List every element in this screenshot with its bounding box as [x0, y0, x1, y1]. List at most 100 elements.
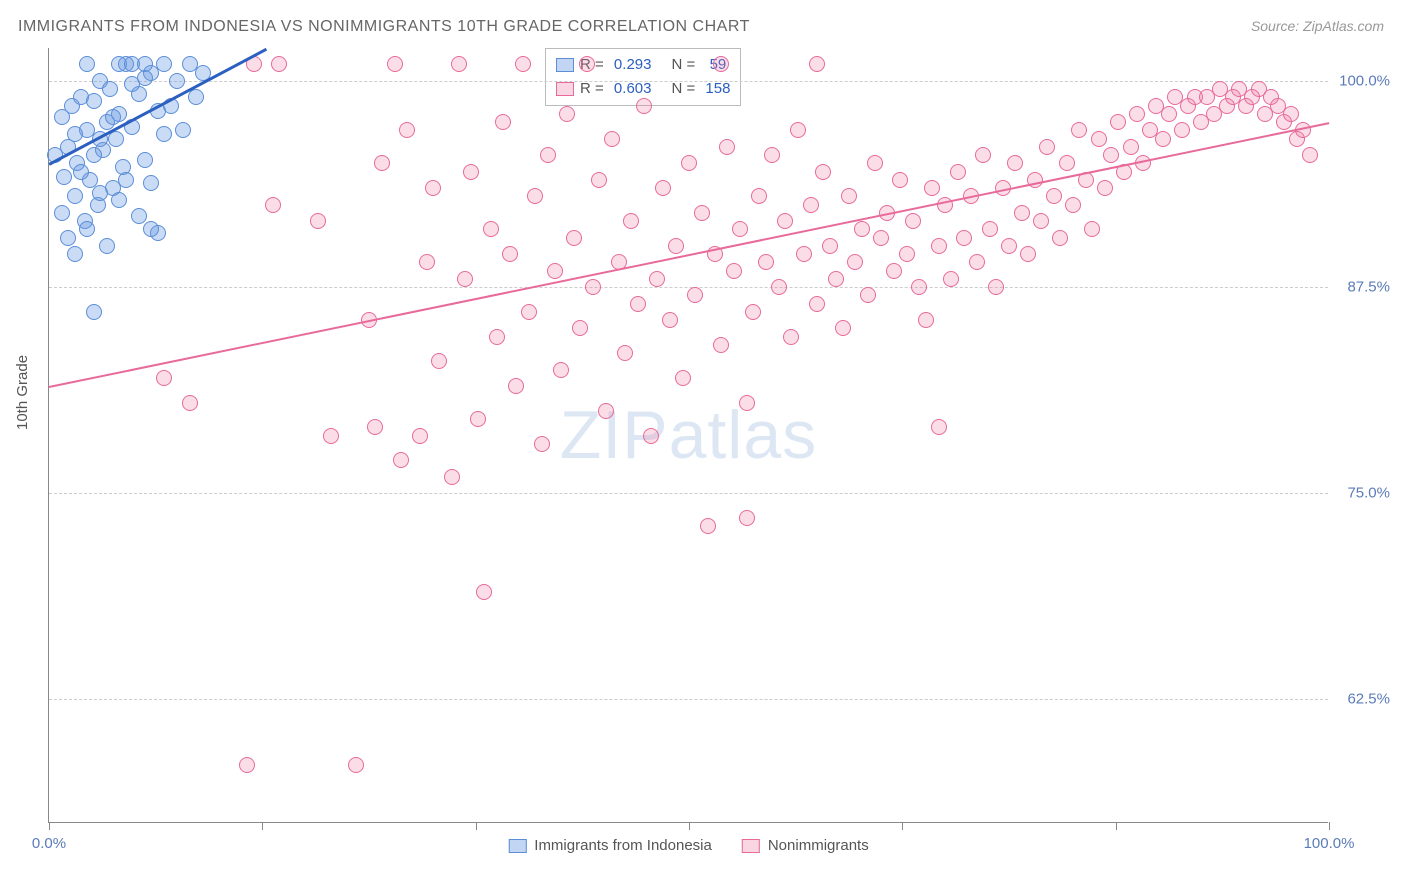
data-point — [822, 238, 838, 254]
data-point — [1174, 122, 1190, 138]
data-point — [988, 279, 1004, 295]
data-point — [425, 180, 441, 196]
gridline — [49, 699, 1328, 700]
data-point — [649, 271, 665, 287]
data-point — [1007, 155, 1023, 171]
r-value-blue: 0.293 — [610, 53, 652, 77]
y-axis-label: 10th Grade — [14, 355, 31, 430]
data-point — [982, 221, 998, 237]
chart-title: IMMIGRANTS FROM INDONESIA VS NONIMMIGRAN… — [18, 18, 750, 36]
data-point — [719, 139, 735, 155]
data-point — [809, 296, 825, 312]
data-point — [662, 312, 678, 328]
data-point — [841, 188, 857, 204]
y-tick-label: 75.0% — [1335, 485, 1390, 502]
data-point — [169, 73, 185, 89]
data-point — [803, 197, 819, 213]
data-point — [956, 230, 972, 246]
data-point — [783, 329, 799, 345]
x-tick-label: 0.0% — [32, 835, 66, 852]
data-point — [393, 452, 409, 468]
data-point — [156, 56, 172, 72]
data-point — [758, 254, 774, 270]
data-point — [265, 197, 281, 213]
data-point — [604, 131, 620, 147]
data-point — [118, 172, 134, 188]
x-tick — [262, 822, 263, 830]
data-point — [489, 329, 505, 345]
data-point — [911, 279, 927, 295]
source-label: Source: ZipAtlas.com — [1251, 18, 1384, 34]
data-point — [566, 230, 582, 246]
data-point — [239, 757, 255, 773]
data-point — [713, 56, 729, 72]
data-point — [67, 188, 83, 204]
x-tick — [49, 822, 50, 830]
swatch-blue-icon — [508, 839, 526, 853]
data-point — [444, 469, 460, 485]
data-point — [559, 106, 575, 122]
data-point — [796, 246, 812, 262]
data-point — [1302, 147, 1318, 163]
data-point — [1033, 213, 1049, 229]
data-point — [918, 312, 934, 328]
data-point — [156, 126, 172, 142]
data-point — [521, 304, 537, 320]
gridline — [49, 493, 1328, 494]
data-point — [931, 238, 947, 254]
data-point — [1091, 131, 1107, 147]
data-point — [585, 279, 601, 295]
swatch-pink-icon — [742, 839, 760, 853]
data-point — [1059, 155, 1075, 171]
data-point — [598, 403, 614, 419]
data-point — [102, 81, 118, 97]
data-point — [137, 152, 153, 168]
data-point — [348, 757, 364, 773]
data-point — [713, 337, 729, 353]
data-point — [899, 246, 915, 262]
data-point — [1052, 230, 1068, 246]
data-point — [764, 147, 780, 163]
data-point — [131, 208, 147, 224]
chart-plot-area: ZIPatlas R = 0.293 N = 59 R = 0.603 N = … — [48, 48, 1328, 823]
data-point — [73, 164, 89, 180]
data-point — [687, 287, 703, 303]
x-tick — [1116, 822, 1117, 830]
gridline — [49, 287, 1328, 288]
data-point — [508, 378, 524, 394]
data-point — [655, 180, 671, 196]
x-tick — [689, 822, 690, 830]
data-point — [367, 419, 383, 435]
swatch-pink-icon — [556, 82, 574, 96]
data-point — [1110, 114, 1126, 130]
data-point — [137, 56, 153, 72]
data-point — [175, 122, 191, 138]
y-tick-label: 62.5% — [1335, 691, 1390, 708]
data-point — [623, 213, 639, 229]
data-point — [547, 263, 563, 279]
x-tick — [1329, 822, 1330, 830]
data-point — [79, 221, 95, 237]
data-point — [931, 419, 947, 435]
n-label: N = — [671, 53, 695, 77]
data-point — [886, 263, 902, 279]
data-point — [463, 164, 479, 180]
data-point — [751, 188, 767, 204]
data-point — [867, 155, 883, 171]
data-point — [540, 147, 556, 163]
data-point — [854, 221, 870, 237]
data-point — [67, 126, 83, 142]
data-point — [86, 93, 102, 109]
data-point — [892, 172, 908, 188]
data-point — [591, 172, 607, 188]
data-point — [950, 164, 966, 180]
data-point — [419, 254, 435, 270]
data-point — [809, 56, 825, 72]
data-point — [1283, 106, 1299, 122]
data-point — [99, 238, 115, 254]
data-point — [975, 147, 991, 163]
data-point — [1129, 106, 1145, 122]
data-point — [777, 213, 793, 229]
data-point — [1071, 122, 1087, 138]
data-point — [681, 155, 697, 171]
